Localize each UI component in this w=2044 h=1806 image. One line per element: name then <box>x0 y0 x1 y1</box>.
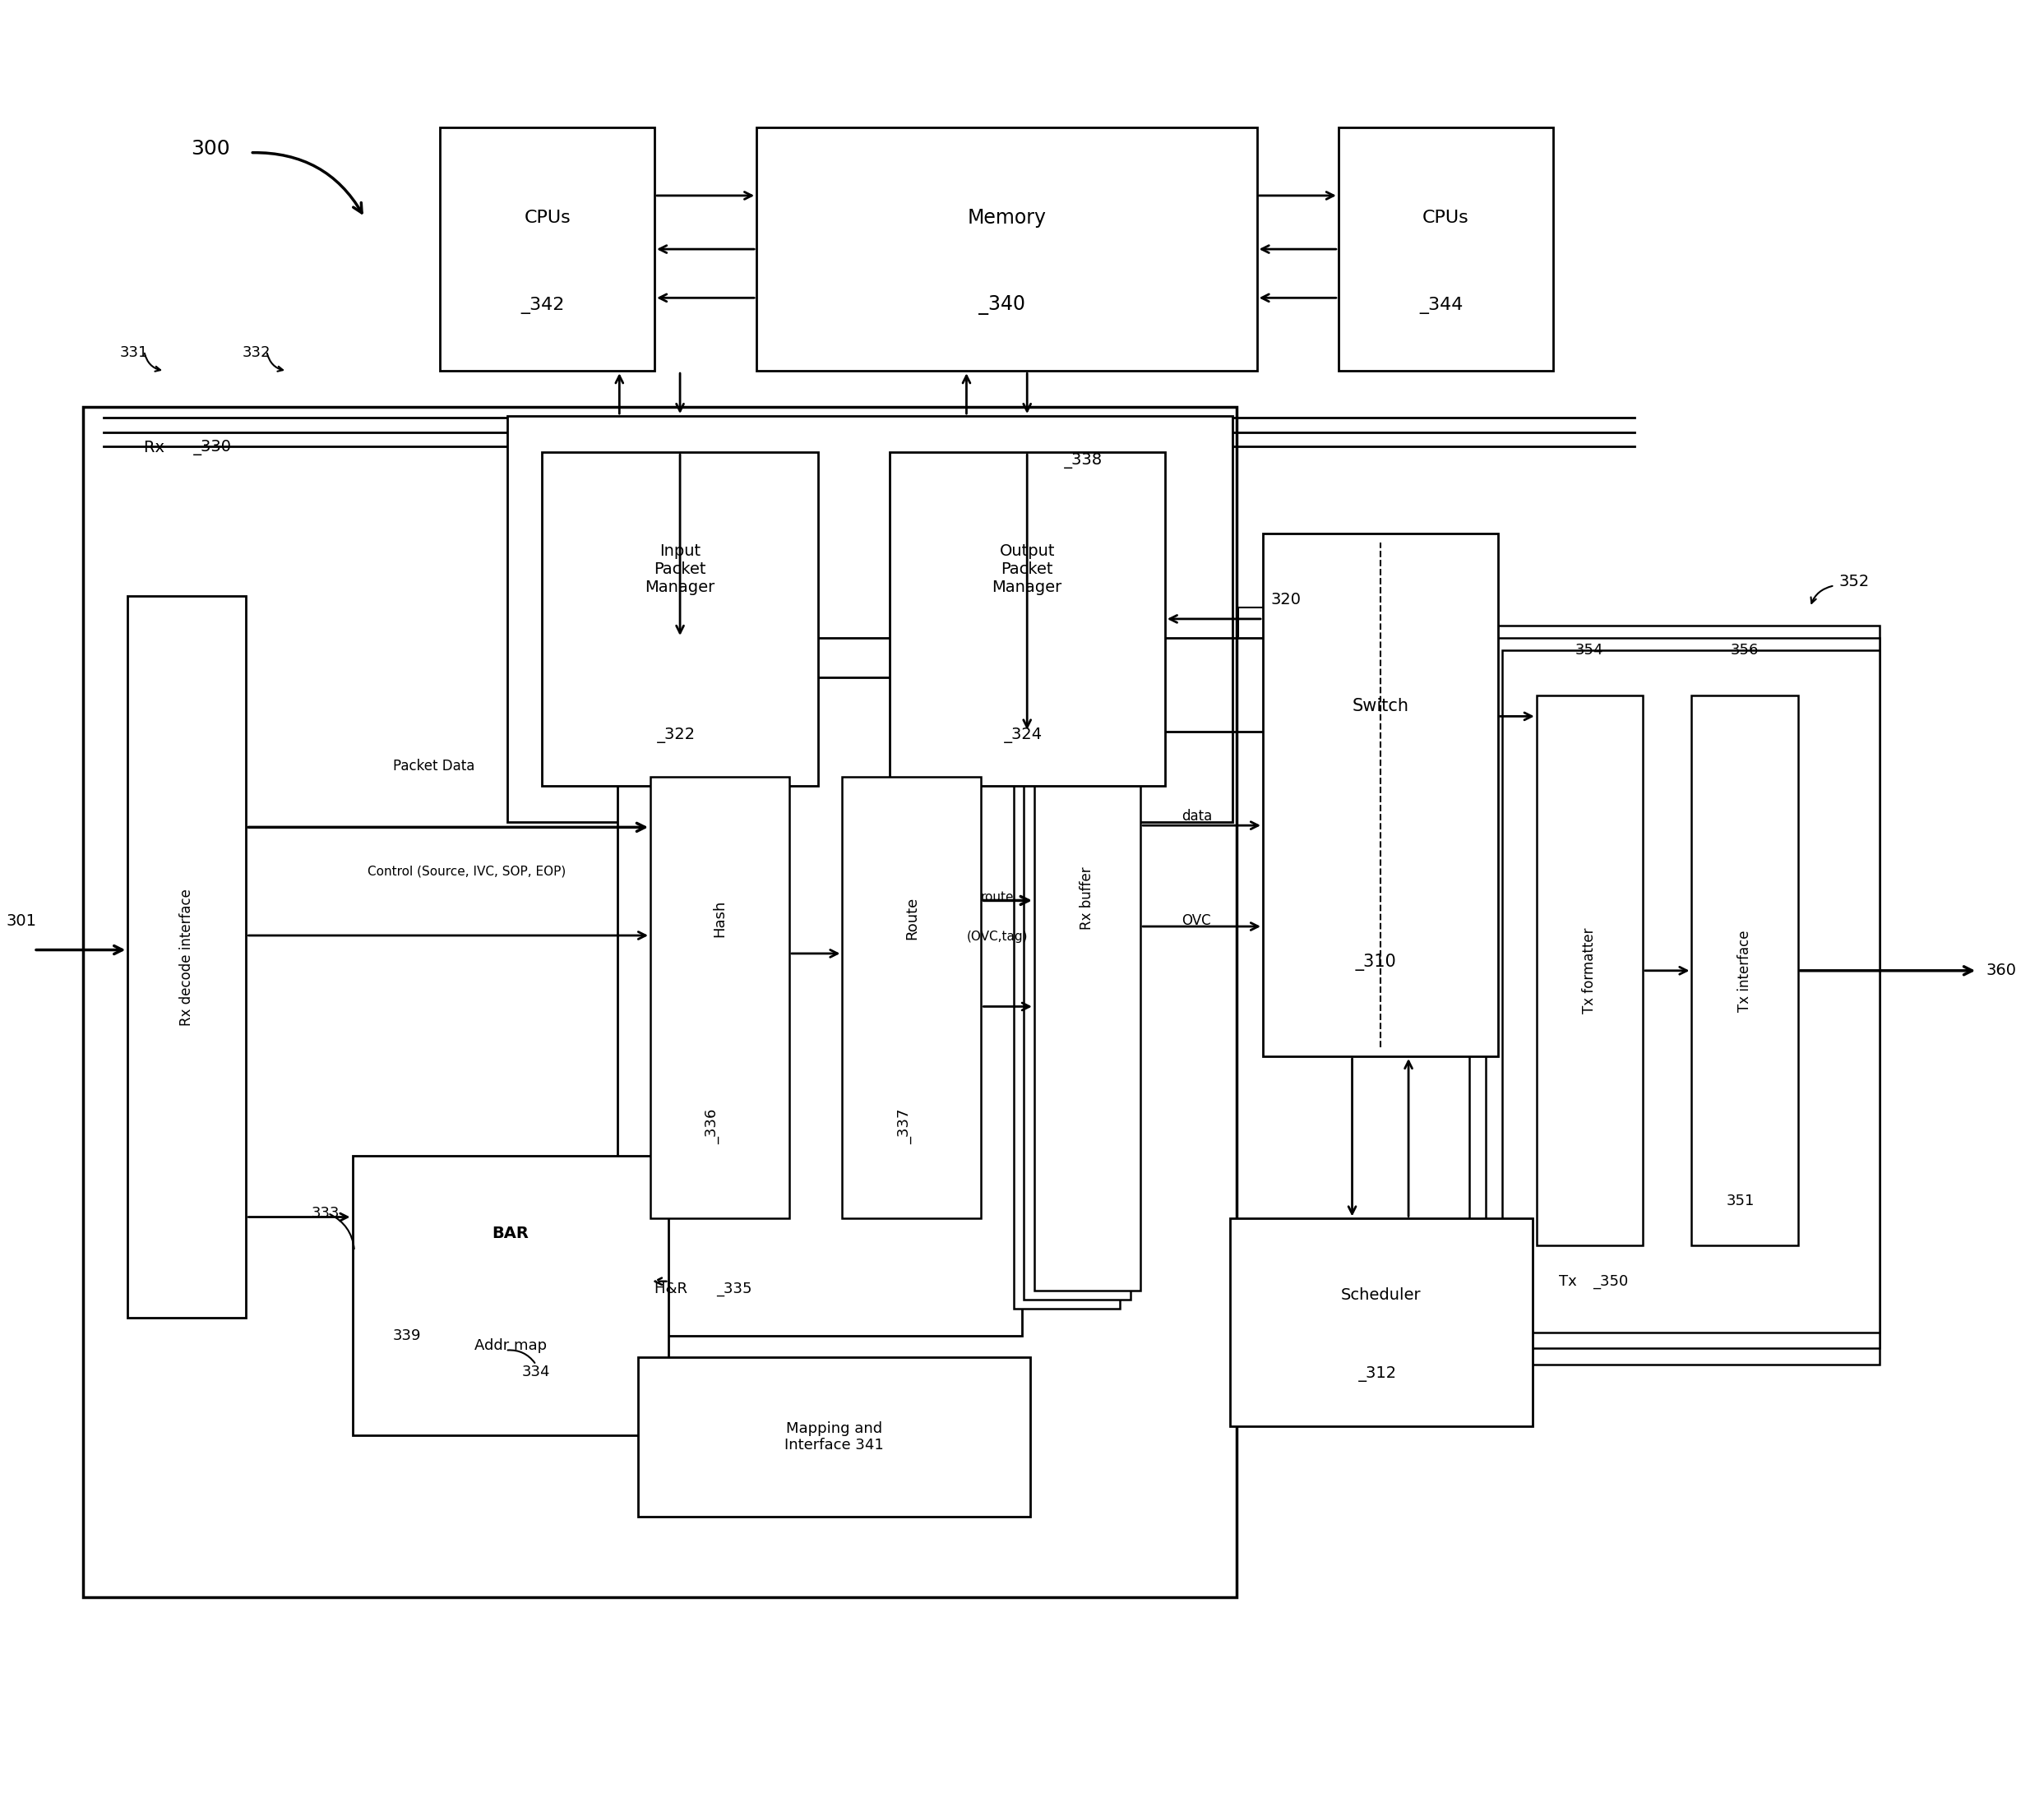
Text: Rx: Rx <box>143 439 170 455</box>
FancyBboxPatch shape <box>507 415 1233 822</box>
Text: Packet Data: Packet Data <box>392 759 474 773</box>
Text: Input
Packet
Manager: Input Packet Manager <box>646 544 715 594</box>
FancyBboxPatch shape <box>617 677 1022 1336</box>
Text: 334: 334 <box>521 1365 550 1380</box>
Text: ̲337: ̲337 <box>903 1116 920 1145</box>
Text: data: data <box>1181 809 1212 824</box>
Text: ̲322: ̲322 <box>664 728 695 744</box>
Text: 360: 360 <box>1985 963 2015 979</box>
FancyBboxPatch shape <box>1034 506 1141 1291</box>
Text: ̲310: ̲310 <box>1363 954 1396 972</box>
Text: Control (Source, IVC, SOP, EOP): Control (Source, IVC, SOP, EOP) <box>368 865 566 878</box>
Text: H&R: H&R <box>654 1282 693 1297</box>
FancyBboxPatch shape <box>1263 533 1498 1057</box>
Text: Switch: Switch <box>1351 697 1408 713</box>
FancyBboxPatch shape <box>1502 650 1880 1333</box>
FancyBboxPatch shape <box>127 596 245 1318</box>
Text: Rx decode interface: Rx decode interface <box>180 889 194 1026</box>
FancyBboxPatch shape <box>1230 1219 1533 1427</box>
FancyBboxPatch shape <box>84 406 1237 1598</box>
Text: ̲312: ̲312 <box>1365 1367 1396 1382</box>
FancyBboxPatch shape <box>1470 625 1880 1365</box>
Text: 301: 301 <box>6 914 37 928</box>
Text: CPUs: CPUs <box>1423 209 1470 226</box>
Text: Scheduler: Scheduler <box>1341 1288 1421 1304</box>
Text: Output
Packet
Manager: Output Packet Manager <box>991 544 1063 594</box>
Text: Hash: Hash <box>713 899 728 937</box>
Text: route: route <box>981 890 1014 903</box>
Text: 351: 351 <box>1727 1194 1754 1208</box>
Text: Memory: Memory <box>967 208 1047 228</box>
Text: Rx buffer: Rx buffer <box>1079 867 1096 930</box>
Text: ̲330: ̲330 <box>200 439 231 455</box>
Text: ̲324: ̲324 <box>1012 728 1042 744</box>
FancyBboxPatch shape <box>638 1358 1030 1517</box>
FancyBboxPatch shape <box>889 452 1165 786</box>
FancyBboxPatch shape <box>1339 128 1553 370</box>
FancyBboxPatch shape <box>1024 515 1130 1300</box>
FancyBboxPatch shape <box>756 128 1257 370</box>
FancyBboxPatch shape <box>650 777 789 1219</box>
Text: (OVC,tag): (OVC,tag) <box>967 930 1028 943</box>
Text: ̲350: ̲350 <box>1600 1275 1627 1289</box>
FancyBboxPatch shape <box>842 777 981 1219</box>
Text: 320: 320 <box>1271 592 1302 609</box>
Text: 331: 331 <box>119 345 147 359</box>
FancyBboxPatch shape <box>352 1156 668 1436</box>
Text: ̲335: ̲335 <box>724 1282 752 1297</box>
Text: 339: 339 <box>392 1329 421 1344</box>
Text: Addr map: Addr map <box>474 1338 548 1353</box>
Text: Tx formatter: Tx formatter <box>1582 928 1596 1013</box>
Text: Route: Route <box>903 896 920 939</box>
Text: BAR: BAR <box>493 1226 529 1241</box>
Text: Tx interface: Tx interface <box>1737 930 1752 1011</box>
Text: 356: 356 <box>1731 643 1760 657</box>
Text: ̲336: ̲336 <box>713 1116 728 1145</box>
FancyBboxPatch shape <box>1537 695 1643 1246</box>
FancyBboxPatch shape <box>1014 524 1120 1309</box>
FancyBboxPatch shape <box>542 452 818 786</box>
Text: 352: 352 <box>1840 574 1870 591</box>
Text: 354: 354 <box>1576 643 1605 657</box>
Text: 332: 332 <box>241 345 270 359</box>
Text: ̲340: ̲340 <box>987 296 1026 314</box>
Text: ̲342: ̲342 <box>529 296 564 314</box>
Text: 300: 300 <box>190 139 231 159</box>
Text: OVC: OVC <box>1181 914 1210 928</box>
FancyBboxPatch shape <box>1692 695 1799 1246</box>
Text: Mapping and
Interface 341: Mapping and Interface 341 <box>785 1421 883 1452</box>
Text: 333: 333 <box>311 1206 339 1221</box>
FancyBboxPatch shape <box>1486 638 1880 1349</box>
Text: ̲344: ̲344 <box>1429 296 1464 314</box>
Text: Tx: Tx <box>1560 1275 1576 1289</box>
FancyBboxPatch shape <box>439 128 654 370</box>
Text: ̲338: ̲338 <box>1071 453 1102 470</box>
Text: CPUs: CPUs <box>523 209 570 226</box>
